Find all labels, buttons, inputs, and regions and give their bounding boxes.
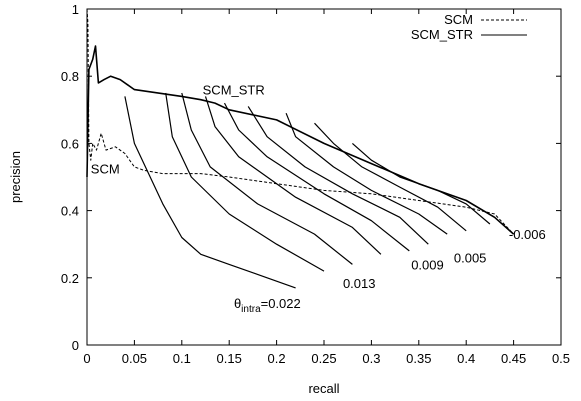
x-tick-label: 0.3 [362,351,380,366]
annotation-label: 0.005 [454,251,487,266]
series-line-scm [86,8,514,235]
legend-label: SCM [444,12,473,27]
x-tick-label: 0.25 [311,351,336,366]
y-tick-label: 0 [72,338,79,353]
series-layer [86,8,515,289]
threshold-curve-6 [247,106,429,245]
y-tick-label: 0.6 [61,136,79,151]
x-tick-label: 0.1 [173,351,191,366]
x-tick-label: 0.35 [406,351,431,366]
x-axis-ticks: 0 0.05 0.1 0.15 0.2 0.25 0.3 0.35 0.4 0.45 0.5 [83,9,570,366]
x-tick-label: 0 [83,351,90,366]
threshold-curve-7 [285,112,448,235]
annotation-label: SCM [91,162,120,177]
annotations: SCM_STR SCM -0.006 0.005 0.009 0.013 θintra=0.… [91,83,546,315]
threshold-curve-1 [124,96,296,289]
x-axis-label: recall [308,381,339,396]
annotation-label: SCM_STR [203,83,265,98]
annotation-theta: θ [234,296,241,311]
annotation-subscript: intra [241,304,261,315]
x-tick-label: 0.15 [217,351,242,366]
x-tick-label: 0.2 [268,351,286,366]
y-axis-ticks: 0 0.2 0.4 0.6 0.8 1 [61,2,561,353]
annotation-label: θintra=0.022 [234,296,301,315]
threshold-curve-2 [165,92,325,272]
x-tick-label: 0.05 [122,351,147,366]
threshold-curve-9 [352,142,491,225]
threshold-curve-3 [181,92,353,265]
threshold-curve-5 [223,102,410,252]
legend-label: SCM_STR [411,27,473,42]
x-tick-label: 0.45 [501,351,526,366]
y-tick-label: 0.4 [61,204,79,219]
annotation-label: -0.006 [509,227,546,242]
threshold-curve-4 [204,96,382,255]
x-tick-label: 0.4 [457,351,475,366]
threshold-curve-8 [314,122,467,232]
x-tick-label: 0.5 [552,351,570,366]
y-tick-label: 1 [72,2,79,17]
annotation-label: 0.013 [343,276,376,291]
y-tick-label: 0.8 [61,69,79,84]
y-axis-label: precision [8,151,23,203]
annotation-value: =0.022 [261,296,301,311]
annotation-label: 0.009 [411,257,444,272]
y-tick-label: 0.2 [61,271,79,286]
